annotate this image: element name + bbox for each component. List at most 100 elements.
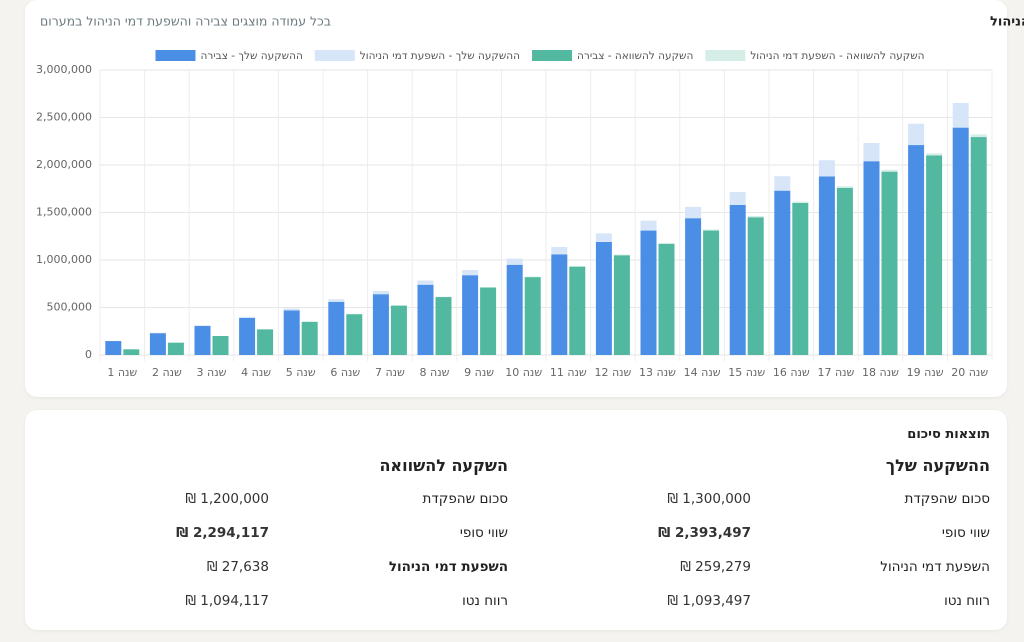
legend-label: ההשקעה שלך - צבירה	[200, 50, 302, 62]
legend-item: השקעה להשוואה - צבירה	[532, 50, 693, 62]
legend-label: השקעה להשוואה - צבירה	[577, 50, 693, 62]
bar-segment	[283, 308, 300, 311]
bar-segment	[301, 321, 318, 355]
row-label: סכום שהפקדת	[422, 491, 508, 507]
summary-title: תוצאות סיכום	[907, 427, 990, 442]
bar-segment	[417, 284, 434, 355]
bar-segment	[524, 277, 541, 355]
bar-segment	[551, 246, 568, 255]
bar-segment	[970, 134, 987, 138]
bar-segment	[328, 301, 345, 355]
x-tick-label: שנה 14	[684, 366, 721, 379]
bar-segment	[257, 329, 274, 355]
row-value: ₪ 2,393,497	[658, 525, 751, 541]
bar-segment	[105, 341, 122, 355]
row-value: ₪ 1,200,000	[185, 491, 269, 507]
bar-segment	[703, 230, 720, 355]
row-value: ₪ 259,279	[680, 559, 751, 575]
bar-segment	[640, 220, 657, 231]
bar-segment	[506, 258, 523, 265]
y-tick-label: 0	[85, 348, 92, 361]
row-label: שווי סופי	[941, 525, 990, 541]
chart-subtitle: בכל עמודה מוצגים צבירה והשפעת דמי הניהול…	[40, 14, 331, 29]
x-tick-label: שנה 3	[197, 366, 227, 379]
bar-segment	[506, 264, 523, 355]
bar-segment	[836, 187, 853, 355]
x-tick-label: שנה 10	[505, 366, 542, 379]
bar-segment	[952, 127, 969, 355]
x-tick-label: שנה 17	[817, 366, 854, 379]
bar-segment	[774, 190, 791, 355]
bar-segment	[524, 276, 541, 278]
x-tick-label: שנה 16	[773, 366, 810, 379]
bar-segment	[926, 155, 943, 355]
legend-item: השקעה להשוואה - השפעת דמי הניהול	[705, 50, 925, 62]
bar-segment	[149, 333, 166, 355]
row-label: רווח נטו	[944, 593, 990, 609]
bar-segment	[346, 314, 363, 355]
bar-segment	[863, 142, 880, 162]
row-label: השפעת דמי הניהול	[880, 559, 990, 575]
bar-segment	[970, 137, 987, 355]
bar-segment	[836, 186, 853, 188]
legend-item: ההשקעה שלך - צבירה	[155, 50, 303, 62]
legend-swatch	[532, 50, 573, 61]
bar-segment	[328, 299, 345, 302]
row-label: סכום שהפקדת	[904, 491, 990, 507]
bar-segment	[729, 204, 746, 355]
x-tick-label: שנה 9	[464, 366, 494, 379]
legend-swatch	[155, 50, 196, 61]
bar-segment	[595, 241, 612, 355]
bar-segment	[390, 305, 407, 355]
bar-segment	[462, 270, 479, 276]
legend-label: השקעה להשוואה - השפעת דמי הניהול	[750, 50, 924, 62]
chart-title: צמיחת ההשקעה + השפעת דמי הניהול	[990, 15, 1024, 30]
bar-segment	[551, 254, 568, 355]
x-tick-label: שנה 15	[728, 366, 765, 379]
row-value: ₪ 27,638	[206, 559, 269, 575]
bar-segment	[480, 287, 497, 355]
y-tick-label: 3,000,000	[36, 63, 92, 76]
bar-segment	[167, 342, 184, 355]
bar-segment	[747, 217, 764, 355]
column-title: ההשקעה שלך	[885, 456, 990, 475]
bar-segment	[194, 325, 211, 327]
bar-segment	[685, 206, 702, 219]
column-title: השקעה להשוואה	[379, 456, 508, 475]
y-tick-label: 2,000,000	[36, 158, 92, 171]
bar-segment	[372, 290, 389, 295]
bar-segment	[908, 145, 925, 355]
bar-segment	[283, 310, 300, 355]
bar-segment	[908, 123, 925, 146]
bar-segment	[881, 169, 898, 172]
x-tick-label: שנה 19	[907, 366, 944, 379]
bar-segment	[372, 294, 389, 355]
row-label: השפעת דמי הניהול	[388, 559, 508, 575]
bar-segment	[569, 266, 586, 355]
legend-swatch	[314, 50, 355, 61]
bar-segment	[417, 280, 434, 285]
x-tick-label: שנה 18	[862, 366, 899, 379]
bar-segment	[747, 215, 764, 218]
legend-item: ההשקעה שלך - השפעת דמי הניהול	[314, 50, 520, 62]
bar-segment	[569, 265, 586, 267]
bar-segment	[640, 230, 657, 355]
bar-segment	[123, 349, 140, 355]
x-tick-label: שנה 7	[375, 366, 405, 379]
bar-segment	[703, 229, 720, 231]
bar-segment	[239, 316, 256, 318]
y-tick-label: 500,000	[47, 301, 93, 314]
x-tick-label: שנה 8	[420, 366, 450, 379]
x-tick-label: שנה 4	[241, 366, 271, 379]
bar-segment	[239, 317, 256, 355]
x-tick-label: שנה 5	[286, 366, 316, 379]
legend-swatch	[705, 50, 746, 61]
bar-segment	[863, 161, 880, 355]
bar-segment	[212, 336, 229, 355]
bar-segment	[613, 255, 630, 355]
bar-segment	[658, 242, 675, 244]
row-value: ₪ 1,094,117	[185, 593, 269, 609]
bar-segment	[462, 275, 479, 355]
row-label: שווי סופי	[459, 525, 508, 541]
